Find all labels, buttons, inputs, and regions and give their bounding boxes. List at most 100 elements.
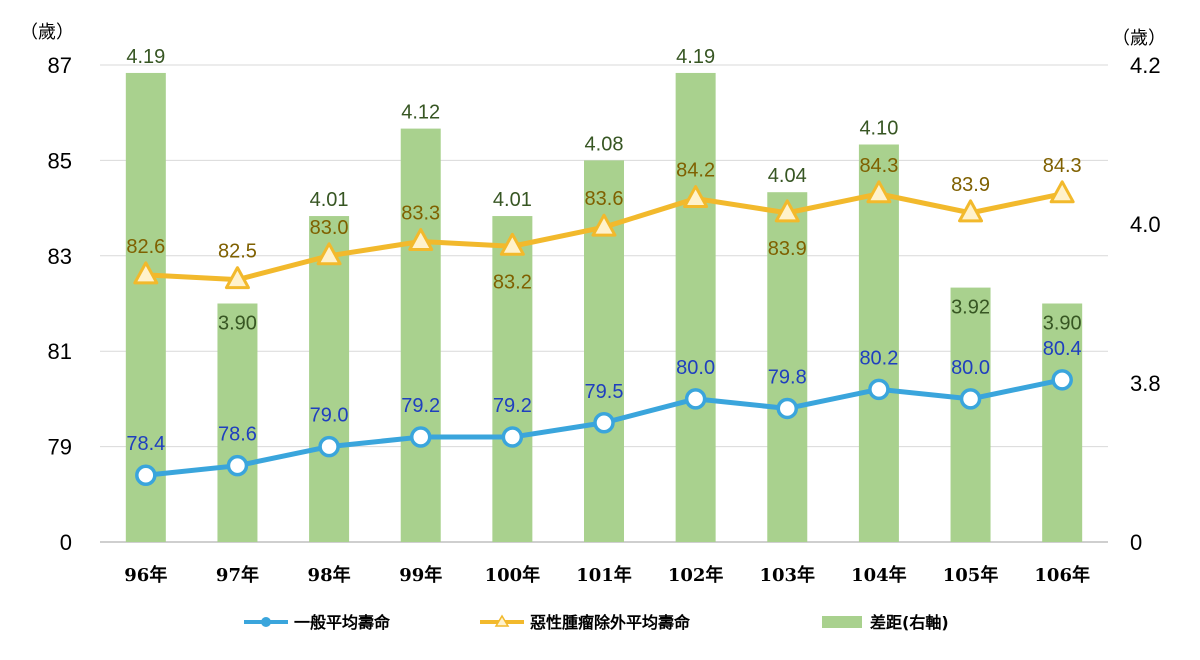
x-axis-tick-label: 96年: [124, 564, 167, 586]
circle-marker: [226, 454, 249, 477]
right-axis-tick-label: 4.2: [1130, 53, 1161, 78]
line-value-label: 80.4: [1043, 338, 1082, 360]
line-value-label: 83.9: [768, 238, 807, 260]
triangle-marker: [1049, 180, 1075, 204]
bar-value-label: 3.92: [951, 297, 990, 319]
bar-value-label: 4.01: [310, 189, 349, 211]
x-axis-tick-label: 106年: [1034, 564, 1090, 586]
bar-value-label: 4.10: [859, 118, 898, 140]
circle-marker: [409, 426, 432, 448]
right-axis-tick-label: 4.0: [1130, 212, 1161, 237]
line-value-label: 84.3: [1043, 155, 1082, 177]
line-value-label: 80.2: [859, 347, 898, 369]
circle-marker: [318, 435, 340, 458]
line-value-label: 78.6: [218, 424, 257, 446]
line-value-label: 79.5: [585, 381, 624, 403]
line-value-label: 83.6: [585, 188, 624, 210]
line-value-label: 83.0: [310, 217, 349, 239]
right-axis-tick-label: 3.8: [1130, 371, 1161, 396]
bar: [125, 72, 166, 542]
line-value-label: 84.3: [859, 155, 898, 177]
x-axis-tick-label: 102年: [668, 564, 724, 586]
legend-swatch: [822, 616, 862, 628]
axes: （歲） （歲） 0 79 81 83 85 87 0 3.8 4.0 4.2 96年 97年 98年 99…: [20, 22, 1166, 586]
bar-value-label: 3.90: [218, 313, 257, 335]
bar-value-label: 4.08: [585, 133, 624, 155]
bar: [309, 216, 350, 543]
bar: [1042, 303, 1083, 542]
line-value-label: 84.2: [676, 160, 715, 182]
circle-marker: [868, 378, 890, 401]
bar-value-label: 4.12: [401, 102, 440, 124]
left-axis-tick-label: 79: [48, 435, 72, 460]
circle-marker: [684, 388, 707, 410]
x-axis-tick-label: 101年: [576, 564, 632, 586]
triangle-marker: [958, 199, 984, 223]
circle-marker: [501, 426, 524, 448]
line-value-label: 83.9: [951, 174, 990, 196]
line-value-label: 79.2: [401, 395, 440, 417]
triangle-marker: [316, 242, 342, 266]
circle-marker: [776, 397, 799, 420]
legend: 一般平均壽命 惡性腫瘤除外平均壽命 差距(右軸): [244, 613, 949, 632]
bar: [675, 72, 716, 542]
circle-marker: [135, 464, 157, 486]
bar: [400, 128, 441, 542]
triangle-marker: [591, 213, 617, 237]
bar-value-label: 4.19: [126, 46, 165, 68]
left-axis-tick-label: 81: [48, 339, 72, 364]
bar: [492, 216, 533, 543]
line-value-label: 82.6: [126, 236, 165, 258]
left-axis-tick-label: 85: [48, 148, 72, 173]
left-axis-unit: （歲）: [20, 22, 74, 43]
line-series: [133, 180, 1075, 486]
bar: [217, 303, 258, 542]
line-value-label: 82.5: [218, 241, 257, 263]
legend-marker: [494, 614, 510, 627]
x-axis-tick-label: 97年: [216, 564, 259, 586]
left-axis-tick-label: 0: [60, 530, 72, 555]
bar-value-label: 3.90: [1043, 313, 1082, 335]
x-axis-tick-label: 98年: [308, 564, 351, 586]
right-axis-unit: （歲）: [1112, 28, 1166, 49]
bar-value-label: 4.19: [676, 46, 715, 68]
triangle-marker: [224, 266, 250, 290]
line-value-label: 80.0: [951, 357, 990, 379]
line-value-label: 78.4: [126, 433, 165, 455]
x-axis-tick-label: 104年: [851, 564, 907, 586]
bar-value-label: 4.01: [493, 189, 532, 211]
triangle-marker: [683, 185, 709, 209]
circle-marker: [593, 412, 615, 434]
left-axis-tick-label: 87: [48, 53, 72, 78]
circle-marker: [1051, 369, 1073, 391]
right-axis-tick-label: 0: [1130, 530, 1142, 555]
line-value-label: 79.2: [493, 395, 532, 417]
legend-label: 差距(右軸): [870, 613, 949, 632]
legend-marker: [261, 617, 271, 627]
triangle-marker: [774, 199, 800, 223]
left-axis-tick-label: 83: [48, 244, 72, 269]
circle-marker: [959, 388, 982, 410]
line-value-label: 83.2: [493, 271, 532, 293]
line-value-label: 80.0: [676, 357, 715, 379]
bar-value-label: 4.04: [768, 165, 807, 187]
x-axis-tick-label: 105年: [943, 564, 999, 586]
x-axis-tick-label: 103年: [759, 564, 815, 586]
x-axis-tick-label: 100年: [485, 564, 541, 586]
triangle-marker: [408, 227, 434, 251]
triangle-marker: [499, 232, 525, 256]
line-value-label: 79.8: [768, 366, 807, 388]
line-value-label: 79.0: [310, 405, 349, 427]
data-labels: 4.19 3.90 4.01 4.12 4.01 4.08 4.19 4.04 4.10 3.92…: [126, 46, 1081, 455]
bar: [858, 144, 899, 542]
legend-label: 一般平均壽命: [294, 613, 391, 632]
bar-series: [125, 72, 1083, 543]
bar: [950, 287, 991, 542]
triangle-marker: [866, 180, 892, 204]
line-value-label: 83.3: [401, 202, 440, 224]
legend-label: 惡性腫瘤除外平均壽命: [530, 613, 691, 632]
triangle-marker: [133, 261, 159, 285]
x-axis-tick-label: 99年: [399, 564, 442, 586]
bar: [767, 192, 808, 542]
